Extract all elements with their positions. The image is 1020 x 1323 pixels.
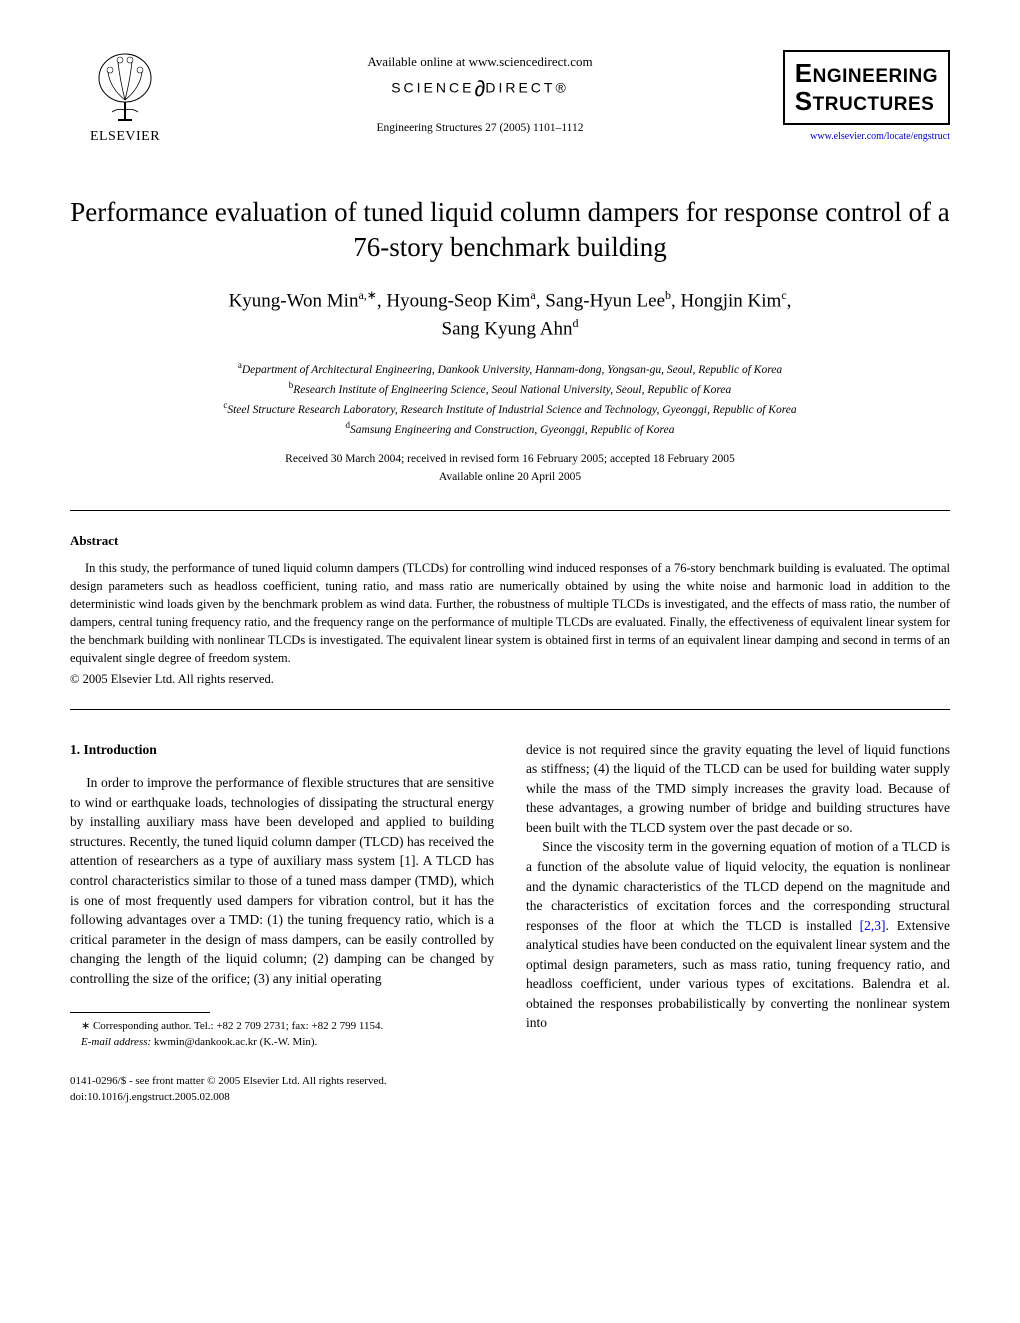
affil-d: dSamsung Engineering and Construction, G…	[70, 419, 950, 439]
intro-para-1: In order to improve the performance of f…	[70, 773, 494, 988]
dates-line2: Available online 20 April 2005	[70, 469, 950, 486]
affil-d-text: Samsung Engineering and Construction, Gy…	[350, 424, 674, 436]
email-line: E-mail address: kwmin@dankook.ac.kr (K.-…	[70, 1035, 494, 1050]
rule-top	[70, 510, 950, 511]
corresponding-footnote: ∗ Corresponding author. Tel.: +82 2 709 …	[70, 1019, 494, 1050]
sd-suffix: DIRECT®	[485, 80, 568, 96]
journal-logo-line2: STRUCTURES	[795, 86, 938, 117]
abstract-block: Abstract In this study, the performance …	[70, 533, 950, 687]
column-left: 1. Introduction In order to improve the …	[70, 740, 494, 1105]
author-2: Hyoung-Seop Kim	[386, 291, 530, 312]
p3-post: . Extensive analytical studies have been…	[526, 918, 950, 1031]
affil-a: aDepartment of Architectural Engineering…	[70, 359, 950, 379]
footnote-rule	[70, 1012, 210, 1013]
body-columns: 1. Introduction In order to improve the …	[70, 740, 950, 1105]
logo-rest-2: TRUCTURES	[813, 94, 935, 115]
corr-author-line: ∗ Corresponding author. Tel.: +82 2 709 …	[70, 1019, 494, 1034]
title-block: Performance evaluation of tuned liquid c…	[70, 195, 950, 265]
authors-list: Kyung-Won Mina,∗, Hyoung-Seop Kima, Sang…	[70, 287, 950, 343]
intro-para-1-text: In order to improve the performance of f…	[70, 775, 494, 986]
journal-url[interactable]: www.elsevier.com/locate/engstruct	[780, 131, 950, 142]
journal-logo-box: ENGINEERING STRUCTURES	[783, 50, 950, 125]
author-5-sup: d	[572, 316, 578, 330]
intro-para-3: Since the viscosity term in the governin…	[526, 837, 950, 1033]
footer-line2: doi:10.1016/j.engstruct.2005.02.008	[70, 1090, 494, 1105]
affil-b-text: Research Institute of Engineering Scienc…	[293, 384, 731, 396]
science-direct-logo: SCIENCE∂DIRECT®	[180, 76, 780, 102]
author-1: Kyung-Won Min	[229, 291, 359, 312]
article-dates: Received 30 March 2004; received in revi…	[70, 451, 950, 486]
citation-text: Engineering Structures 27 (2005) 1101–11…	[180, 122, 780, 134]
affil-c: cSteel Structure Research Laboratory, Re…	[70, 399, 950, 419]
header: ELSEVIER Available online at www.science…	[70, 50, 950, 145]
footer-line1: 0141-0296/$ - see front matter © 2005 El…	[70, 1074, 494, 1089]
journal-branding: ENGINEERING STRUCTURES www.elsevier.com/…	[780, 50, 950, 142]
author-3: Sang-Hyun Lee	[545, 291, 665, 312]
affil-b: bResearch Institute of Engineering Scien…	[70, 379, 950, 399]
author-1-sup: a,∗	[358, 288, 376, 302]
abstract-heading: Abstract	[70, 533, 950, 549]
header-center: Available online at www.sciencedirect.co…	[180, 50, 780, 134]
author-2-sup: a	[530, 288, 535, 302]
available-online-text: Available online at www.sciencedirect.co…	[180, 54, 780, 70]
ref-link-2-3[interactable]: [2,3]	[860, 918, 886, 933]
affil-c-text: Steel Structure Research Laboratory, Res…	[227, 404, 796, 416]
abstract-text: In this study, the performance of tuned …	[70, 559, 950, 668]
at-symbol-icon: ∂	[474, 76, 485, 101]
affiliations: aDepartment of Architectural Engineering…	[70, 359, 950, 439]
logo-rest-1: NGINEERING	[813, 66, 938, 87]
author-4: Hongjin Kim	[681, 291, 782, 312]
logo-big-e: E	[795, 58, 813, 88]
elsevier-tree-icon	[90, 50, 160, 125]
rule-bottom	[70, 709, 950, 710]
email-value: kwmin@dankook.ac.kr (K.-W. Min).	[154, 1036, 317, 1048]
logo-big-s: S	[795, 86, 813, 116]
sd-prefix: SCIENCE	[391, 80, 474, 96]
copyright-text: © 2005 Elsevier Ltd. All rights reserved…	[70, 672, 950, 687]
column-right: device is not required since the gravity…	[526, 740, 950, 1105]
publisher-logo: ELSEVIER	[70, 50, 180, 145]
author-4-sup: c	[781, 288, 786, 302]
publisher-label: ELSEVIER	[90, 129, 160, 145]
affil-a-text: Department of Architectural Engineering,…	[242, 364, 782, 376]
author-5: Sang Kyung Ahn	[442, 318, 573, 339]
dates-line1: Received 30 March 2004; received in revi…	[70, 451, 950, 468]
email-label: E-mail address:	[81, 1036, 151, 1048]
intro-para-2: device is not required since the gravity…	[526, 740, 950, 838]
paper-title: Performance evaluation of tuned liquid c…	[70, 195, 950, 265]
author-3-sup: b	[665, 288, 671, 302]
footer-info: 0141-0296/$ - see front matter © 2005 El…	[70, 1074, 494, 1105]
section-1-heading: 1. Introduction	[70, 740, 494, 760]
journal-logo-line1: ENGINEERING	[795, 58, 938, 89]
